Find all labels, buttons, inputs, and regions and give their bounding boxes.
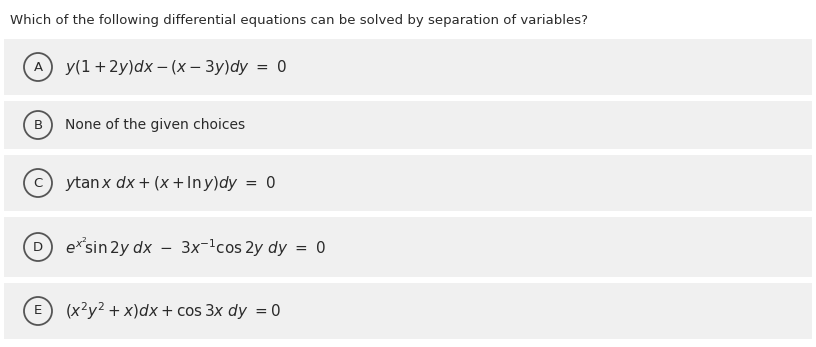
Text: A: A xyxy=(33,60,42,74)
Bar xyxy=(4,101,812,149)
Text: E: E xyxy=(34,305,42,318)
Text: $(x^2y^2+x)dx+\cos 3x\ dy\ =0$: $(x^2y^2+x)dx+\cos 3x\ dy\ =0$ xyxy=(65,300,281,322)
Bar xyxy=(4,283,812,339)
Bar xyxy=(4,155,812,211)
Bar xyxy=(4,217,812,277)
Text: $y\tan x\ dx+(x+\ln y)dy\ =\ 0$: $y\tan x\ dx+(x+\ln y)dy\ =\ 0$ xyxy=(65,174,277,193)
Text: D: D xyxy=(33,240,43,254)
Text: $y(1+2y)dx-(x-3y)dy\ =\ 0$: $y(1+2y)dx-(x-3y)dy\ =\ 0$ xyxy=(65,58,287,76)
Text: B: B xyxy=(33,118,42,132)
Text: None of the given choices: None of the given choices xyxy=(65,118,245,132)
Text: Which of the following differential equations can be solved by separation of var: Which of the following differential equa… xyxy=(10,14,588,27)
Bar xyxy=(4,39,812,95)
Text: $e^{x^2}\!\sin 2y\ dx\ -\ 3x^{-1}\cos 2y\ dy\ =\ 0$: $e^{x^2}\!\sin 2y\ dx\ -\ 3x^{-1}\cos 2y… xyxy=(65,235,326,259)
Text: C: C xyxy=(33,177,42,189)
